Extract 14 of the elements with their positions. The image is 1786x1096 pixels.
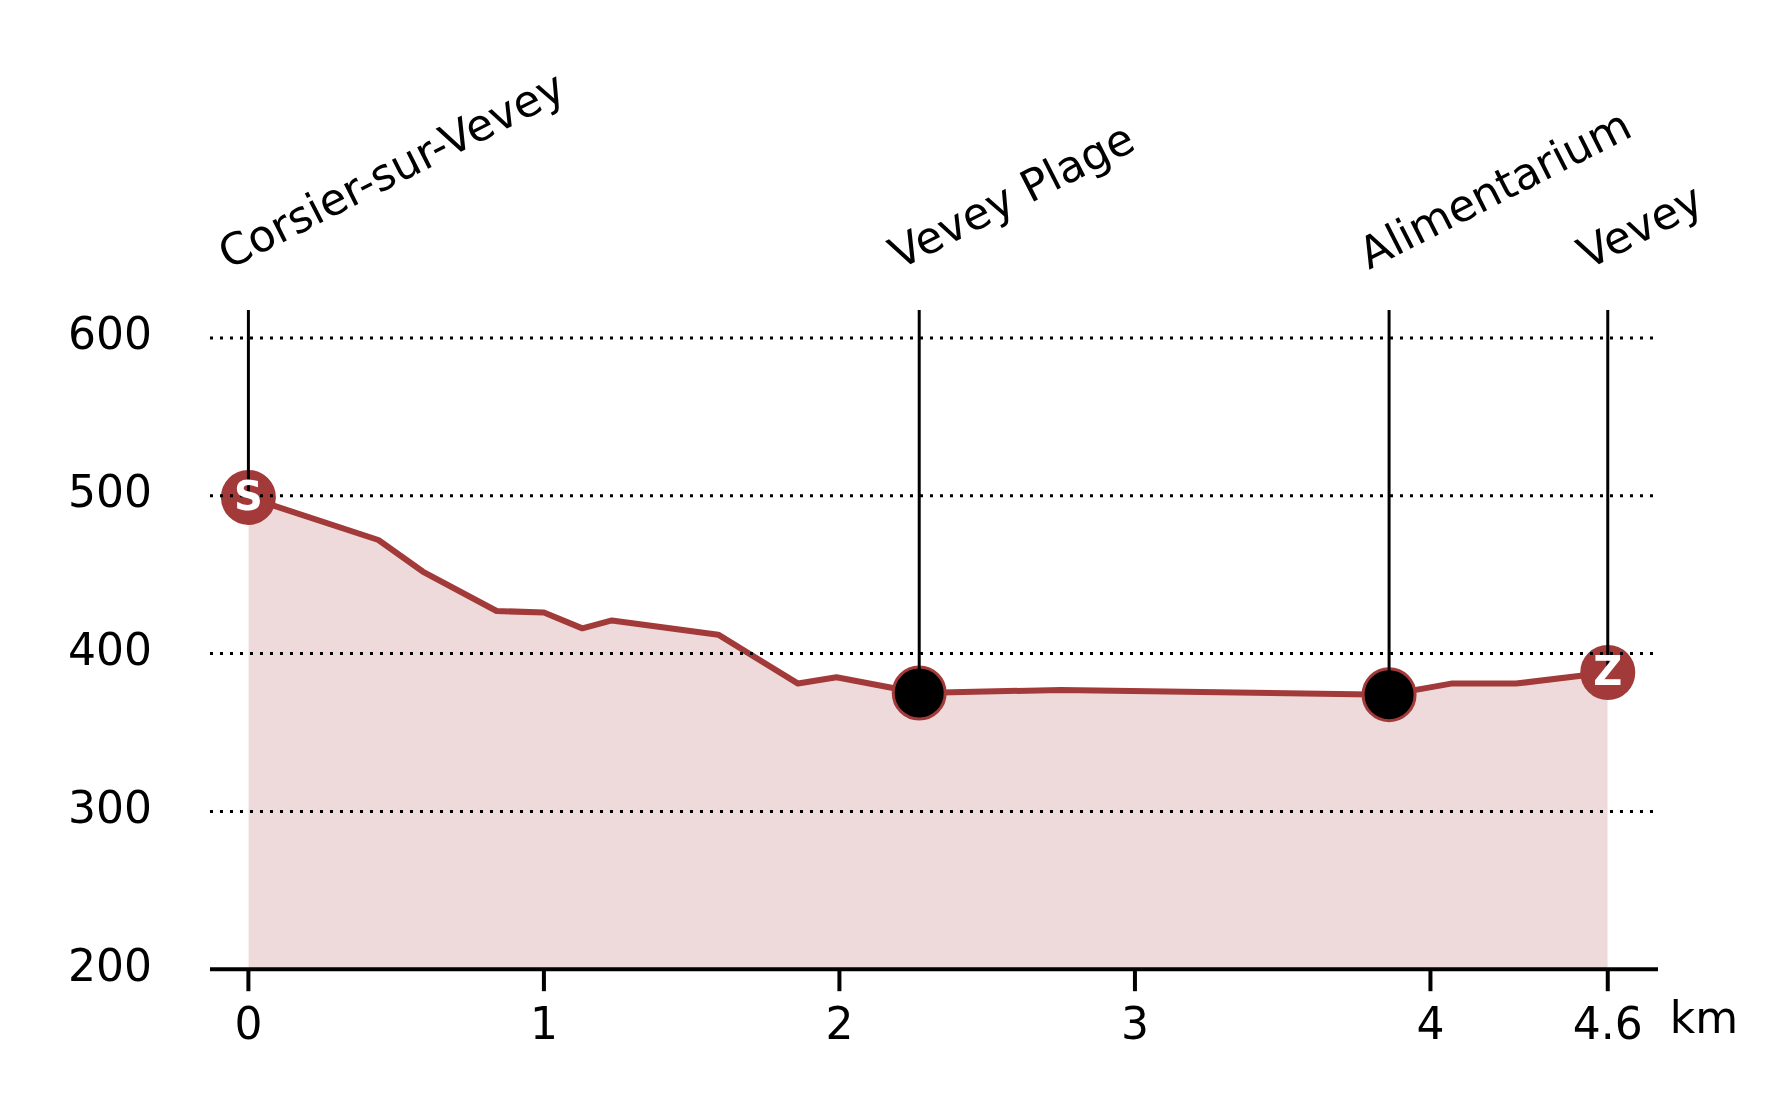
x-tick-label: 1 bbox=[529, 998, 558, 1050]
x-tick-label: 2 bbox=[825, 998, 854, 1050]
x-tick-label: 0 bbox=[234, 998, 263, 1050]
y-tick-label: 600 bbox=[68, 308, 152, 360]
y-tick-label: 200 bbox=[68, 939, 152, 991]
annotation: S bbox=[233, 472, 263, 519]
x-tick-label: 3 bbox=[1120, 998, 1149, 1050]
y-tick-label: 400 bbox=[68, 624, 152, 676]
x-axis-title: km bbox=[1669, 991, 1739, 1043]
y-tick-label: 300 bbox=[68, 781, 152, 833]
y-tick-label: 500 bbox=[68, 466, 152, 518]
x-tick-label: 4.6 bbox=[1572, 998, 1643, 1050]
annotation: Z bbox=[1593, 647, 1623, 694]
x-tick-label: 4 bbox=[1416, 998, 1445, 1050]
